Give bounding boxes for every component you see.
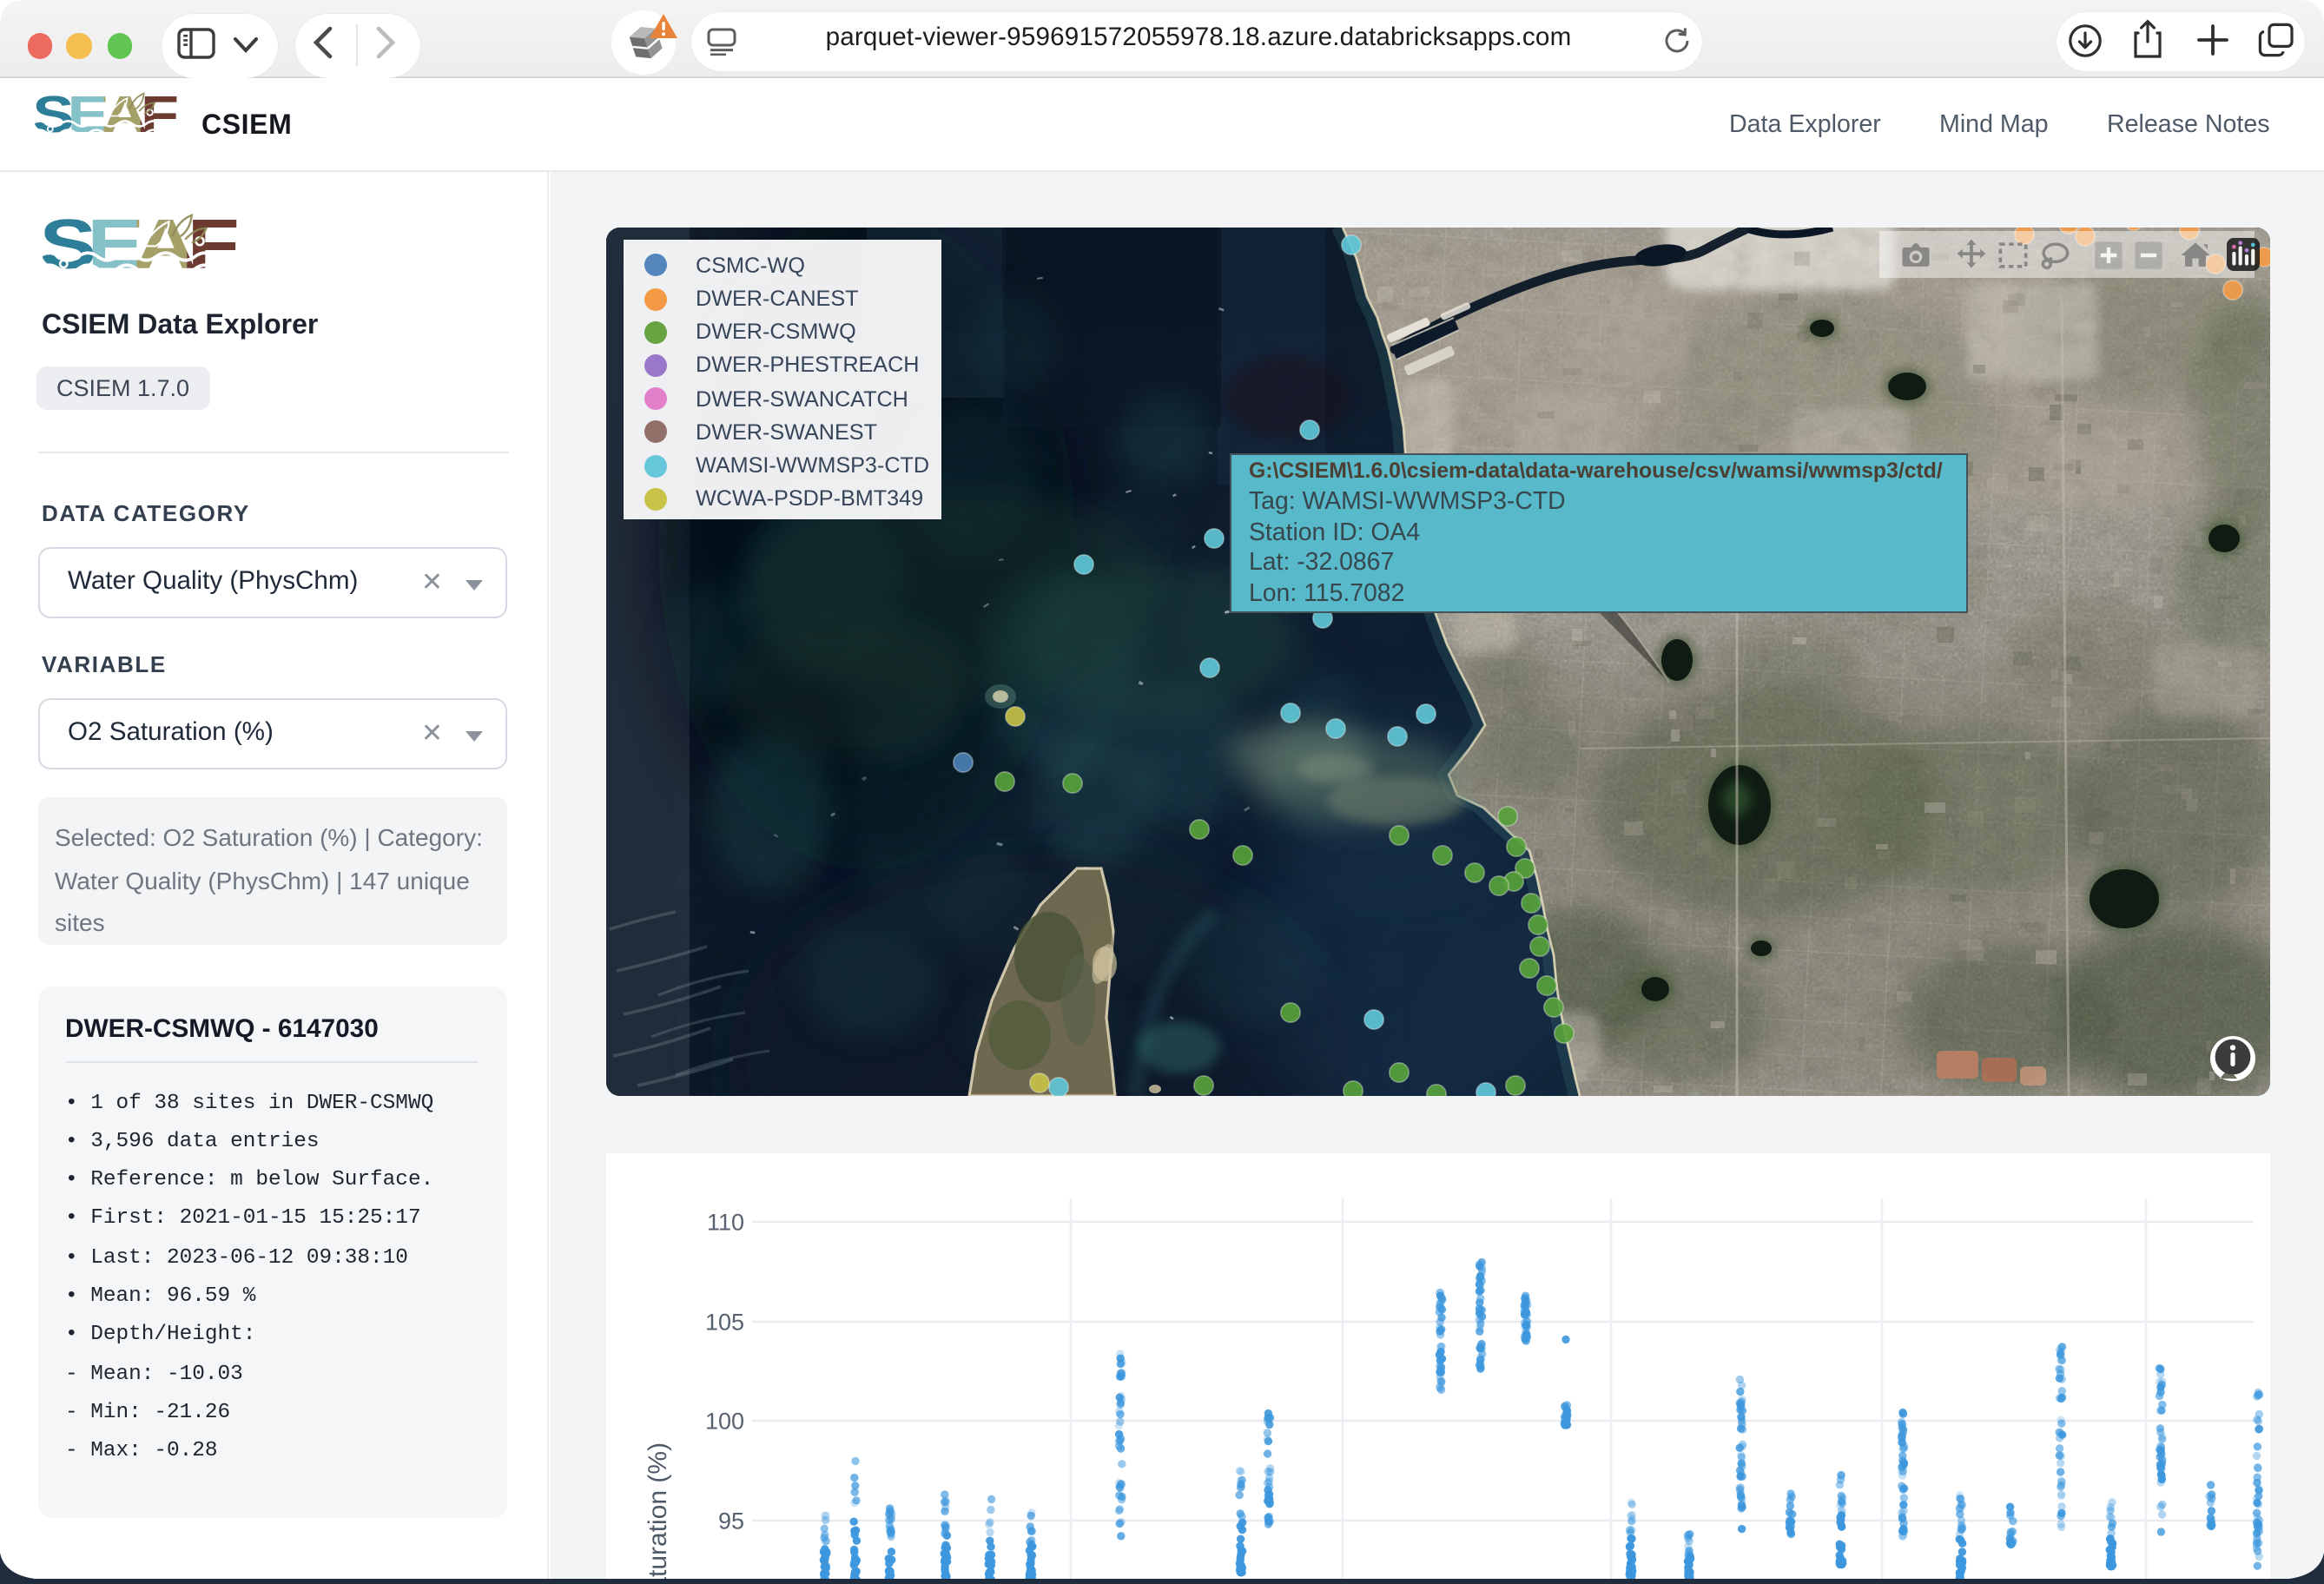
svg-text:100: 100 [705,1407,744,1433]
svg-text:110: 110 [707,1208,744,1234]
svg-text:105: 105 [705,1308,744,1334]
svg-text:O2 Saturation (%): O2 Saturation (%) [644,1442,672,1584]
svg-text:95: 95 [718,1507,744,1533]
